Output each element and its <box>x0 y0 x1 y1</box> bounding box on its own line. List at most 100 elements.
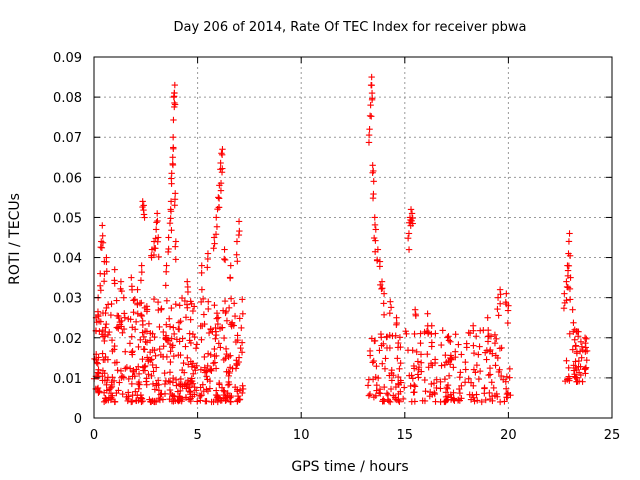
data-point <box>212 365 220 372</box>
data-point <box>373 387 380 394</box>
data-point <box>214 314 222 321</box>
data-point <box>181 381 188 388</box>
data-point <box>198 336 205 343</box>
data-point <box>109 374 116 381</box>
data-point <box>445 372 453 379</box>
data-point <box>102 395 109 402</box>
data-point <box>150 251 158 259</box>
data-point <box>104 331 112 339</box>
data-point <box>456 389 464 397</box>
data-point <box>236 315 243 322</box>
data-point <box>177 317 184 325</box>
data-point <box>134 300 141 307</box>
data-point <box>404 235 412 242</box>
data-point <box>414 358 422 365</box>
data-point <box>114 312 121 319</box>
data-point <box>172 190 179 197</box>
data-point <box>388 366 395 374</box>
data-point <box>236 396 243 404</box>
data-point <box>145 371 152 378</box>
data-point <box>197 298 205 306</box>
chart-title: Day 206 of 2014, Rate Of TEC Index for r… <box>173 20 526 35</box>
data-point <box>450 364 457 371</box>
data-point <box>370 394 378 401</box>
data-point <box>367 101 374 109</box>
data-point <box>238 349 246 356</box>
data-point <box>365 139 373 146</box>
data-point <box>372 373 379 381</box>
data-point <box>414 371 422 378</box>
data-point <box>215 204 223 211</box>
data-point <box>178 294 186 302</box>
data-point <box>169 161 177 169</box>
data-point <box>198 269 205 277</box>
data-point <box>227 352 234 359</box>
x-tick-label: 10 <box>293 428 310 443</box>
data-point <box>397 377 404 384</box>
data-point <box>115 325 122 332</box>
data-point <box>428 322 435 329</box>
data-point <box>578 354 585 361</box>
data-point <box>396 398 403 405</box>
data-point <box>226 274 234 282</box>
data-point <box>481 384 488 392</box>
data-point <box>570 362 577 369</box>
data-point <box>381 398 388 405</box>
data-point <box>409 375 417 382</box>
data-point <box>147 330 154 337</box>
data-point <box>183 385 190 392</box>
x-tick-label: 5 <box>193 428 201 443</box>
data-point <box>172 256 179 263</box>
data-point <box>396 334 404 341</box>
data-point <box>473 391 480 398</box>
data-point <box>152 352 159 359</box>
data-point <box>409 347 416 354</box>
data-point <box>427 360 435 367</box>
data-point <box>154 298 162 306</box>
data-point <box>397 359 404 367</box>
data-point <box>138 312 146 320</box>
data-point <box>111 277 118 284</box>
data-point <box>150 398 158 405</box>
data-point <box>180 359 187 367</box>
data-point <box>135 385 142 392</box>
data-point <box>120 294 127 301</box>
data-point <box>234 258 241 265</box>
data-point <box>573 366 580 374</box>
data-point <box>206 366 214 374</box>
data-point <box>465 329 472 336</box>
data-point <box>365 392 373 399</box>
data-point <box>458 382 465 389</box>
data-point <box>488 379 495 386</box>
data-point <box>130 309 137 316</box>
data-point <box>370 357 377 365</box>
y-tick-labels: 0 0.01 0.02 0.03 0.04 0.05 0.06 0.07 0.08 0.09 <box>53 51 82 427</box>
data-point <box>157 306 165 313</box>
data-point <box>462 366 469 373</box>
data-point <box>216 325 224 332</box>
data-point <box>447 338 454 345</box>
data-point <box>212 335 219 342</box>
data-point <box>202 398 209 405</box>
data-point <box>188 363 196 370</box>
data-point <box>227 398 234 405</box>
data-point <box>392 383 400 391</box>
data-point <box>153 210 161 217</box>
data-point <box>163 336 171 344</box>
data-point <box>139 198 146 205</box>
data-point <box>197 392 204 400</box>
data-point <box>188 300 195 308</box>
data-point <box>116 318 124 326</box>
data-point <box>455 385 463 393</box>
data-point <box>199 381 207 388</box>
data-point <box>142 338 149 345</box>
data-point <box>135 370 143 378</box>
data-point <box>445 333 452 340</box>
data-point <box>166 315 173 322</box>
data-point <box>408 398 415 405</box>
data-point <box>168 227 175 234</box>
data-point <box>503 373 511 380</box>
data-point <box>95 387 102 395</box>
data-point <box>452 353 459 361</box>
